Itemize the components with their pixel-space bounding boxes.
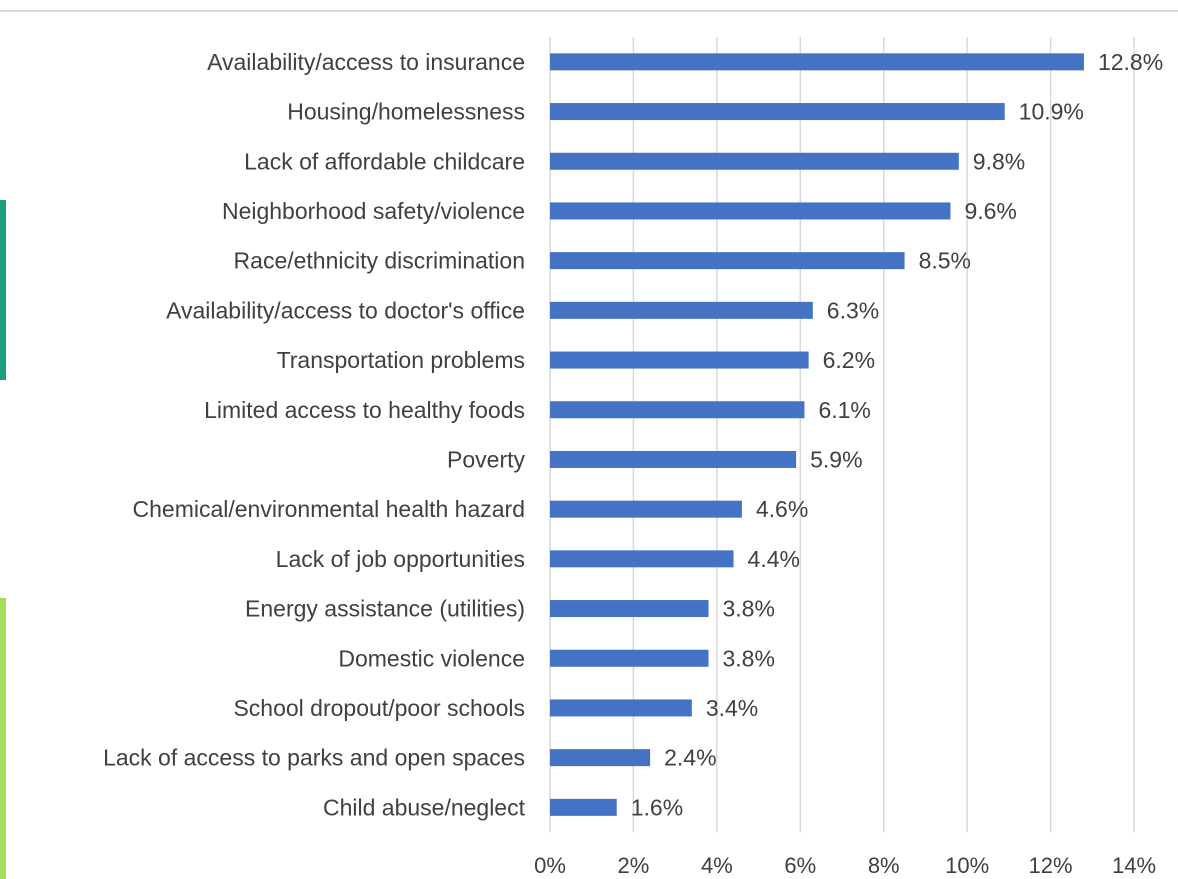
x-tick-label: 0% — [534, 853, 566, 878]
category-label: Housing/homelessness — [287, 99, 525, 125]
category-label: Poverty — [447, 446, 525, 472]
value-label: 6.3% — [827, 297, 879, 323]
category-label: Lack of job opportunities — [276, 546, 525, 572]
bars — [550, 53, 1084, 816]
value-label: 8.5% — [919, 248, 971, 274]
bar — [550, 699, 692, 717]
category-label: Domestic violence — [338, 645, 525, 671]
x-tick-label: 6% — [784, 853, 816, 878]
category-label: Neighborhood safety/violence — [222, 198, 525, 224]
bar — [550, 202, 951, 220]
value-labels: 12.8%10.9%9.8%9.6%8.5%6.3%6.2%6.1%5.9%4.… — [631, 49, 1163, 820]
category-label: Limited access to healthy foods — [204, 397, 525, 423]
bar — [550, 401, 805, 419]
bar — [550, 301, 813, 319]
category-label: Race/ethnicity discrimination — [234, 248, 525, 274]
bar — [550, 351, 809, 369]
x-tick-label: 14% — [1112, 853, 1156, 878]
value-label: 3.4% — [706, 695, 758, 721]
bar — [550, 600, 709, 618]
value-label: 3.8% — [723, 596, 775, 622]
x-tick-label: 10% — [945, 853, 989, 878]
value-label: 1.6% — [631, 794, 683, 820]
bar — [550, 152, 959, 170]
bar — [550, 649, 709, 667]
bar — [550, 450, 797, 468]
value-label: 6.1% — [818, 397, 870, 423]
value-label: 12.8% — [1098, 49, 1163, 75]
category-label: Availability/access to doctor's office — [166, 297, 525, 323]
accent-bar-lime — [0, 598, 6, 879]
bar — [550, 500, 742, 518]
x-axis-tick-labels: 0% 2% 4% 6% 8% 10% 12% 14% — [534, 853, 1156, 878]
value-label: 6.2% — [823, 347, 875, 373]
bar — [550, 798, 617, 816]
value-label: 5.9% — [810, 446, 862, 472]
category-label: School dropout/poor schools — [233, 695, 525, 721]
x-tick-label: 4% — [701, 853, 733, 878]
value-label: 10.9% — [1019, 99, 1084, 125]
value-label: 9.6% — [964, 198, 1016, 224]
x-tick-label: 2% — [618, 853, 650, 878]
bar — [550, 53, 1084, 71]
category-label: Lack of affordable childcare — [244, 148, 525, 174]
category-label: Lack of access to parks and open spaces — [103, 745, 525, 771]
bar — [550, 252, 905, 270]
accent-bar-teal — [0, 200, 6, 380]
bar — [550, 103, 1005, 121]
value-label: 4.4% — [748, 546, 800, 572]
category-label: Transportation problems — [277, 347, 525, 373]
category-label: Availability/access to insurance — [207, 49, 525, 75]
category-label: Energy assistance (utilities) — [245, 596, 525, 622]
value-label: 3.8% — [723, 645, 775, 671]
value-label: 4.6% — [756, 496, 808, 522]
x-tick-label: 8% — [868, 853, 900, 878]
bar — [550, 749, 651, 767]
value-label: 2.4% — [664, 745, 716, 771]
bar — [550, 550, 734, 568]
category-label: Chemical/environmental health hazard — [133, 496, 526, 522]
value-label: 9.8% — [973, 148, 1025, 174]
x-tick-label: 12% — [1029, 853, 1073, 878]
category-label: Child abuse/neglect — [323, 794, 526, 820]
frame-top-border — [0, 10, 1178, 12]
category-labels: Availability/access to insurance Housing/… — [103, 49, 526, 820]
